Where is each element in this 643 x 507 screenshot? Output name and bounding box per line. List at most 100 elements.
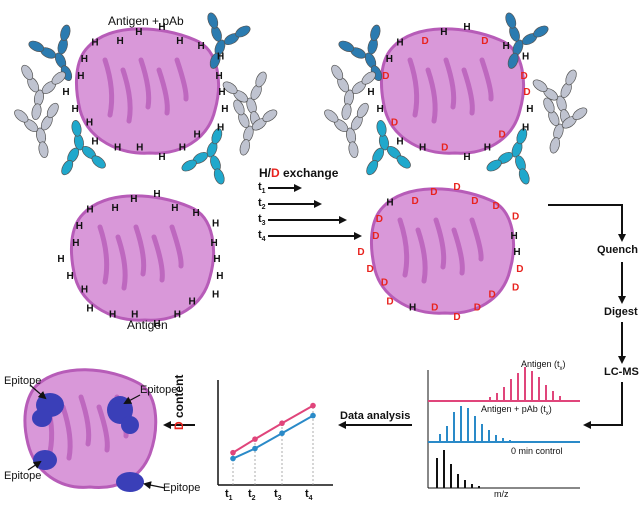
exchange-letter: H [522, 52, 529, 63]
chart-tick-t2: t2 [248, 488, 256, 503]
chart-point [230, 449, 236, 456]
exchange-letter: H [510, 231, 517, 242]
d-content-chart [217, 380, 333, 486]
antibody-icon [21, 64, 66, 120]
exchange-letter: H [57, 254, 64, 265]
exchange-letter: D [431, 303, 438, 314]
exchange-letter: H [136, 143, 143, 154]
exchange-letter: H [217, 52, 224, 63]
exchange-letter: H [153, 189, 160, 200]
chart-tick-t3: t3 [274, 488, 282, 503]
exchange-letter: H [526, 104, 533, 115]
exchange-letter: H [171, 203, 178, 214]
exchange-letter: H [135, 27, 142, 38]
exchange-letter: H [194, 129, 201, 140]
antibody-icon [505, 12, 549, 69]
label-epitope-3: Epitope [4, 470, 42, 482]
exchange-letter: H [367, 87, 374, 98]
chart-tick-t1: t1 [225, 488, 233, 503]
antibodies-left [14, 12, 278, 185]
epitope-pointers [27, 384, 166, 490]
exchange-letter: D [474, 302, 481, 313]
exchange-letter: H [67, 271, 74, 282]
exchange-letter: H [215, 71, 222, 82]
ms-label-antigen: Antigen (tx) [521, 359, 566, 372]
exchange-letter: H [189, 296, 196, 307]
exchange-letter: D [421, 36, 428, 47]
exchange-letter: H [386, 197, 393, 208]
antibody-icon [14, 102, 59, 158]
label-epitope-4: Epitope [163, 482, 201, 494]
exchange-letter: H [216, 271, 223, 282]
antibody-icon [222, 71, 267, 128]
exchange-letter: H [86, 117, 93, 128]
exchange-letter: H [116, 36, 123, 47]
exchange-letter: H [502, 41, 509, 52]
exchange-letter: D [489, 289, 496, 300]
label-digest: Digest [604, 306, 638, 318]
exchange-letter: H [197, 41, 204, 52]
exchange-letter: H [221, 104, 228, 115]
exchange-letter: D [411, 196, 418, 207]
ms-xlabel: m/z [494, 489, 509, 499]
exchange-letter: H [72, 104, 79, 115]
exchange-letter: H [463, 152, 470, 163]
chart-point [279, 430, 285, 437]
antibody-icon [207, 12, 251, 69]
label-t4: t4 [258, 229, 266, 244]
exchange-letter: H [111, 203, 118, 214]
antibody-icon [366, 120, 411, 176]
exchange-letter: H [212, 219, 219, 230]
antibody-icon [331, 64, 376, 120]
exchange-letter: H [81, 284, 88, 295]
exchange-letter: D [499, 129, 506, 140]
arrow-to-spectra [583, 382, 623, 429]
ms-label-control: 0 min control [511, 446, 563, 456]
exchange-letter: D [357, 247, 364, 258]
exchange-letter: H [153, 319, 160, 330]
exchange-letter: H [109, 309, 116, 320]
label-epitope-2: Epitope [140, 384, 178, 396]
exchange-letter: D [430, 187, 437, 198]
exchange-letter: D [471, 196, 478, 207]
exchange-letter: D [492, 201, 499, 212]
protein-antigen [70, 194, 215, 322]
exchange-letter: H [217, 122, 224, 133]
exchange-letter: H [396, 37, 403, 48]
exchange-letter: H [440, 27, 447, 38]
chart-tick-t4: t4 [305, 488, 313, 503]
exchange-letter: D [376, 214, 383, 225]
exchange-letter: H [419, 142, 426, 153]
exchange-letter: D [441, 143, 448, 154]
exchange-letter: H [522, 122, 529, 133]
exchange-letter: D [386, 297, 393, 308]
exchange-letter: H [76, 221, 83, 232]
chart-point [252, 436, 258, 442]
exchange-letter: D [381, 277, 388, 288]
exchange-letter: H [91, 37, 98, 48]
exchange-letter: D [512, 282, 519, 293]
chart-point [310, 402, 316, 409]
exchange-letter: H [62, 87, 69, 98]
exchange-letter: H [179, 142, 186, 153]
exchange-letter: H [158, 22, 165, 33]
exchange-letter: H [114, 142, 121, 153]
exchange-letter: H [192, 208, 199, 219]
label-epitope-1: Epitope [4, 375, 42, 387]
ms-label-antigen-pab: Antigen + pAb (tx) [481, 404, 552, 417]
exchange-letter: H [174, 309, 181, 320]
exchange-letter: H [81, 54, 88, 65]
label-t2: t2 [258, 197, 266, 212]
chart-point [230, 455, 236, 462]
antibody-icon [532, 69, 577, 126]
label-lcms: LC-MS [604, 366, 639, 378]
chart-point [252, 445, 258, 452]
exchange-letter: H [218, 87, 225, 98]
exchange-letter: H [77, 71, 84, 82]
label-antigen-pab: Antigen + pAb [108, 14, 184, 28]
arrow-to-quench [548, 204, 626, 242]
antibody-icon [233, 99, 278, 156]
antibody-icon [61, 120, 106, 176]
